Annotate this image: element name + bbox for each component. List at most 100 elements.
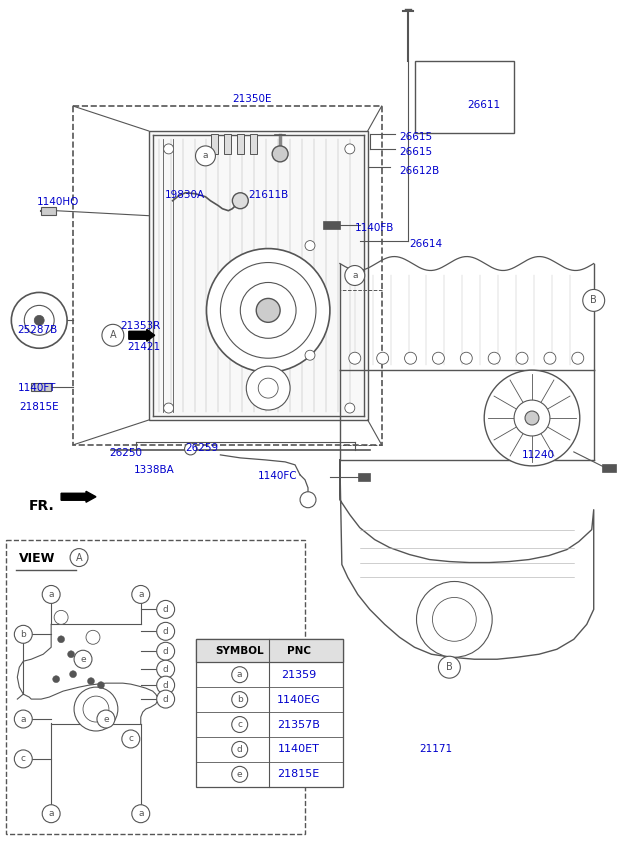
Circle shape [258,378,278,398]
Text: 1140FC: 1140FC [258,471,298,481]
Circle shape [157,642,175,661]
Bar [602,464,616,471]
Text: 26615: 26615 [400,147,433,157]
Text: a: a [20,715,26,723]
Circle shape [70,549,88,566]
Bar [323,220,340,229]
Circle shape [14,625,32,644]
Text: d: d [163,665,168,673]
Text: VIEW: VIEW [19,551,56,565]
Circle shape [77,661,85,667]
Text: e: e [80,655,86,664]
Text: c: c [21,755,26,763]
Bar [212,134,219,153]
Circle shape [484,371,580,466]
Circle shape [42,805,60,823]
Circle shape [67,650,74,658]
Circle shape [69,671,77,678]
Circle shape [74,687,118,731]
Text: 26250: 26250 [109,448,142,458]
Circle shape [544,352,556,364]
Text: 1140ET: 1140ET [278,745,319,755]
Text: 21359: 21359 [281,670,316,680]
Circle shape [232,192,248,209]
Circle shape [220,263,316,358]
Circle shape [349,352,361,364]
Text: d: d [163,681,168,689]
Circle shape [14,710,32,728]
Text: SYMBOL: SYMBOL [215,646,264,656]
Text: a: a [48,590,54,599]
Circle shape [132,585,150,604]
Circle shape [157,690,175,708]
Text: PNC: PNC [287,646,311,656]
Text: 25287B: 25287B [17,326,58,335]
Text: d: d [163,605,168,614]
Circle shape [11,293,67,349]
Circle shape [97,682,105,689]
Circle shape [240,282,296,338]
Text: c: c [128,734,133,744]
Text: e: e [237,770,243,778]
Bar [237,134,245,153]
Circle shape [438,656,461,678]
Text: 21350E: 21350E [232,94,272,104]
Text: b: b [20,630,26,639]
Circle shape [256,298,280,322]
Circle shape [461,352,472,364]
Text: d: d [237,745,243,754]
Text: 21815E: 21815E [19,402,59,412]
Circle shape [157,600,175,618]
FancyArrow shape [61,491,96,502]
Circle shape [97,710,115,728]
Circle shape [582,289,605,311]
Text: B: B [446,662,452,672]
Bar [224,134,232,153]
Circle shape [305,241,315,250]
Circle shape [345,265,365,286]
Text: a: a [138,809,144,818]
Text: 19830A: 19830A [165,190,205,200]
Circle shape [53,676,59,683]
Circle shape [272,146,288,162]
Text: B: B [591,295,597,305]
Circle shape [132,805,150,823]
Text: 1140FB: 1140FB [355,223,394,232]
Circle shape [377,352,389,364]
Bar [6,539,305,834]
Text: A: A [76,553,82,562]
Bar [31,383,51,391]
Circle shape [232,717,248,733]
Bar [250,134,258,153]
Circle shape [122,730,140,748]
Text: a: a [237,670,243,679]
Circle shape [157,676,175,695]
Bar [358,473,370,481]
Text: 21421: 21421 [127,343,160,352]
Text: 21611B: 21611B [248,190,288,200]
Text: 26611: 26611 [467,100,500,110]
Text: 26612B: 26612B [400,166,440,176]
Text: d: d [163,647,168,656]
Circle shape [184,443,196,455]
Bar [196,639,343,787]
Text: 1338BA: 1338BA [134,465,175,475]
Circle shape [83,696,109,722]
Circle shape [232,741,248,757]
Text: 21171: 21171 [420,744,452,754]
Text: a: a [48,809,54,818]
Text: 1140FT: 1140FT [17,383,56,393]
Circle shape [572,352,584,364]
Circle shape [300,492,316,508]
Circle shape [514,400,550,436]
Circle shape [58,636,64,643]
Circle shape [74,650,92,668]
Text: 21815E: 21815E [277,769,320,779]
Bar [149,131,368,420]
Text: 26615: 26615 [400,132,433,142]
Circle shape [232,667,248,683]
Circle shape [157,622,175,640]
Circle shape [87,678,95,684]
Bar [73,106,382,445]
Circle shape [232,692,248,707]
